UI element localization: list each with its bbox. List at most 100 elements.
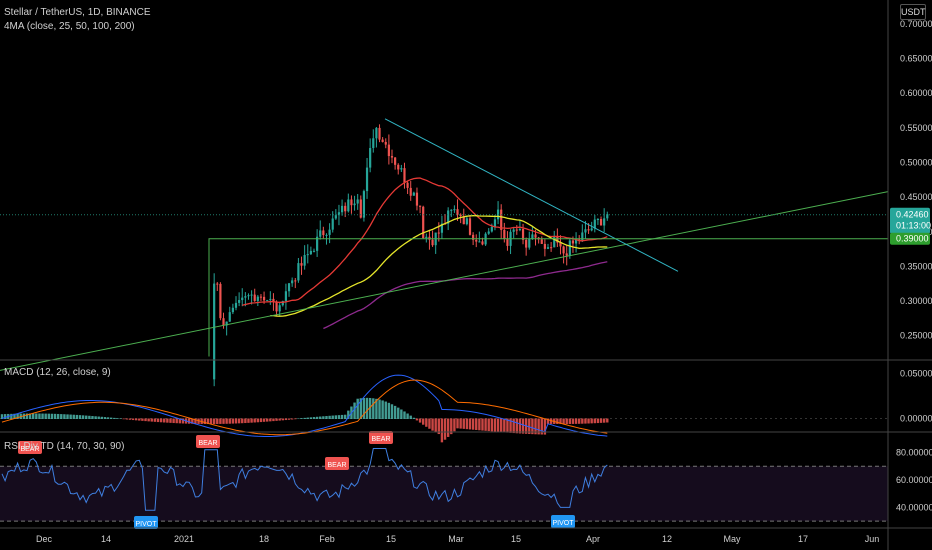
candle-body — [372, 138, 375, 149]
macd-histogram-bar — [387, 402, 391, 419]
price-tick-label: 0.50000 — [900, 157, 932, 167]
time-tick-label: 12 — [662, 534, 672, 544]
macd-histogram-bar — [384, 401, 387, 419]
candle-body — [503, 229, 506, 239]
candle-body — [231, 307, 234, 313]
candle-body — [521, 229, 525, 240]
macd-histogram-bar — [331, 415, 334, 419]
rsi-tick-label: 60.00000 — [896, 475, 932, 485]
macd-histogram-bar — [475, 418, 478, 430]
macd-histogram-bar — [131, 418, 135, 421]
macd-histogram-bar — [584, 418, 587, 424]
macd-histogram-bar — [85, 415, 88, 419]
macd-histogram-bar — [593, 418, 596, 424]
macd-histogram-bar — [228, 418, 231, 424]
macd-histogram-bar — [300, 418, 303, 419]
candle-body — [300, 263, 303, 266]
macd-histogram-bar — [153, 418, 157, 422]
macd-histogram-bar — [100, 416, 104, 419]
macd-histogram-bar — [175, 418, 178, 424]
candle-body — [225, 321, 228, 326]
macd-histogram-bar — [450, 418, 453, 435]
rsi-legend[interactable]: RSI Div TD (14, 70, 30, 90) — [4, 441, 125, 452]
macd-histogram-bar — [88, 415, 91, 419]
candle-body — [394, 157, 397, 165]
ma-legend[interactable]: 4MA (close, 25, 50, 100, 200) — [4, 21, 135, 32]
price-tick-label: 0.60000 — [900, 88, 932, 98]
candle-body — [319, 230, 322, 237]
macd-histogram-bar — [602, 418, 606, 423]
macd-histogram-bar — [275, 418, 278, 421]
macd-histogram-bar — [459, 418, 462, 429]
macd-histogram-bar — [244, 418, 247, 424]
macd-histogram-bar — [543, 418, 547, 435]
macd-histogram-bar — [403, 411, 406, 419]
macd-histogram-bar — [272, 418, 275, 422]
macd-histogram-bar — [306, 417, 309, 419]
candle-body — [459, 214, 462, 217]
candle-body — [325, 234, 328, 236]
macd-histogram-bar — [578, 418, 581, 424]
macd-histogram-bar — [481, 418, 484, 431]
macd-histogram-bar — [219, 418, 222, 424]
price-panel[interactable] — [0, 118, 889, 387]
candle-body — [431, 239, 434, 246]
macd-histogram-bar — [75, 414, 79, 419]
macd-histogram-bar — [138, 418, 141, 421]
candle-body — [596, 219, 600, 221]
candle-body — [440, 223, 444, 233]
candle-body — [213, 283, 216, 380]
macd-histogram-bar — [241, 418, 244, 424]
candle-body — [294, 280, 297, 282]
macd-histogram-bar — [412, 417, 416, 419]
macd-histogram-bar — [69, 414, 72, 419]
chart-title: Stellar / TetherUS, 1D, BINANCE — [4, 7, 151, 18]
macd-histogram-bar — [188, 418, 191, 424]
currency-badge[interactable]: USDT — [900, 4, 926, 20]
macd-histogram-bar — [119, 418, 122, 419]
candle-body — [334, 215, 337, 219]
macd-histogram-bar — [203, 418, 206, 425]
macd-histogram-bar — [484, 418, 487, 431]
macd-histogram-bar — [256, 418, 260, 423]
macd-histogram-bar — [356, 398, 359, 419]
macd-histogram-bar — [81, 415, 85, 419]
macd-histogram-bar — [531, 418, 534, 435]
candle-body — [281, 300, 284, 306]
macd-histogram-bar — [262, 418, 266, 422]
macd-histogram-bar — [287, 418, 291, 420]
candle-body — [415, 192, 419, 206]
candle-body — [425, 236, 428, 239]
macd-histogram-bar — [278, 418, 281, 421]
candle-body — [256, 296, 259, 301]
candle-body — [234, 302, 238, 308]
level-tag-text: 0.39000 — [896, 234, 929, 244]
macd-panel[interactable] — [0, 374, 888, 443]
candle-body — [241, 297, 244, 301]
candle-body — [375, 127, 378, 139]
time-tick-label: Feb — [319, 534, 335, 544]
candle-body — [468, 218, 472, 235]
candle-body — [384, 141, 387, 145]
candle-body — [287, 283, 291, 292]
macd-legend[interactable]: MACD (12, 26, close, 9) — [4, 367, 111, 378]
macd-histogram-bar — [443, 418, 447, 440]
ma50-line — [270, 215, 608, 317]
macd-histogram-bar — [309, 417, 313, 419]
candle-body — [303, 255, 306, 266]
macd-histogram-bar — [375, 398, 378, 419]
macd-histogram-bar — [390, 404, 394, 419]
candle-body — [397, 164, 400, 170]
macd-histogram-bar — [97, 416, 100, 419]
candle-body — [534, 234, 537, 238]
price-tick-label: 0.30000 — [900, 296, 932, 306]
macd-histogram-bar — [581, 418, 584, 424]
rsi-panel[interactable]: BEAR BEAR BEAR BEAR PIVOT PIVOT — [0, 431, 888, 529]
last-price-text: 0.42460 — [896, 210, 929, 220]
candle-body — [478, 241, 481, 243]
macd-histogram-bar — [493, 418, 497, 432]
macd-histogram-bar — [191, 418, 194, 424]
macd-histogram-bar — [500, 418, 503, 433]
candle-body — [606, 214, 609, 219]
